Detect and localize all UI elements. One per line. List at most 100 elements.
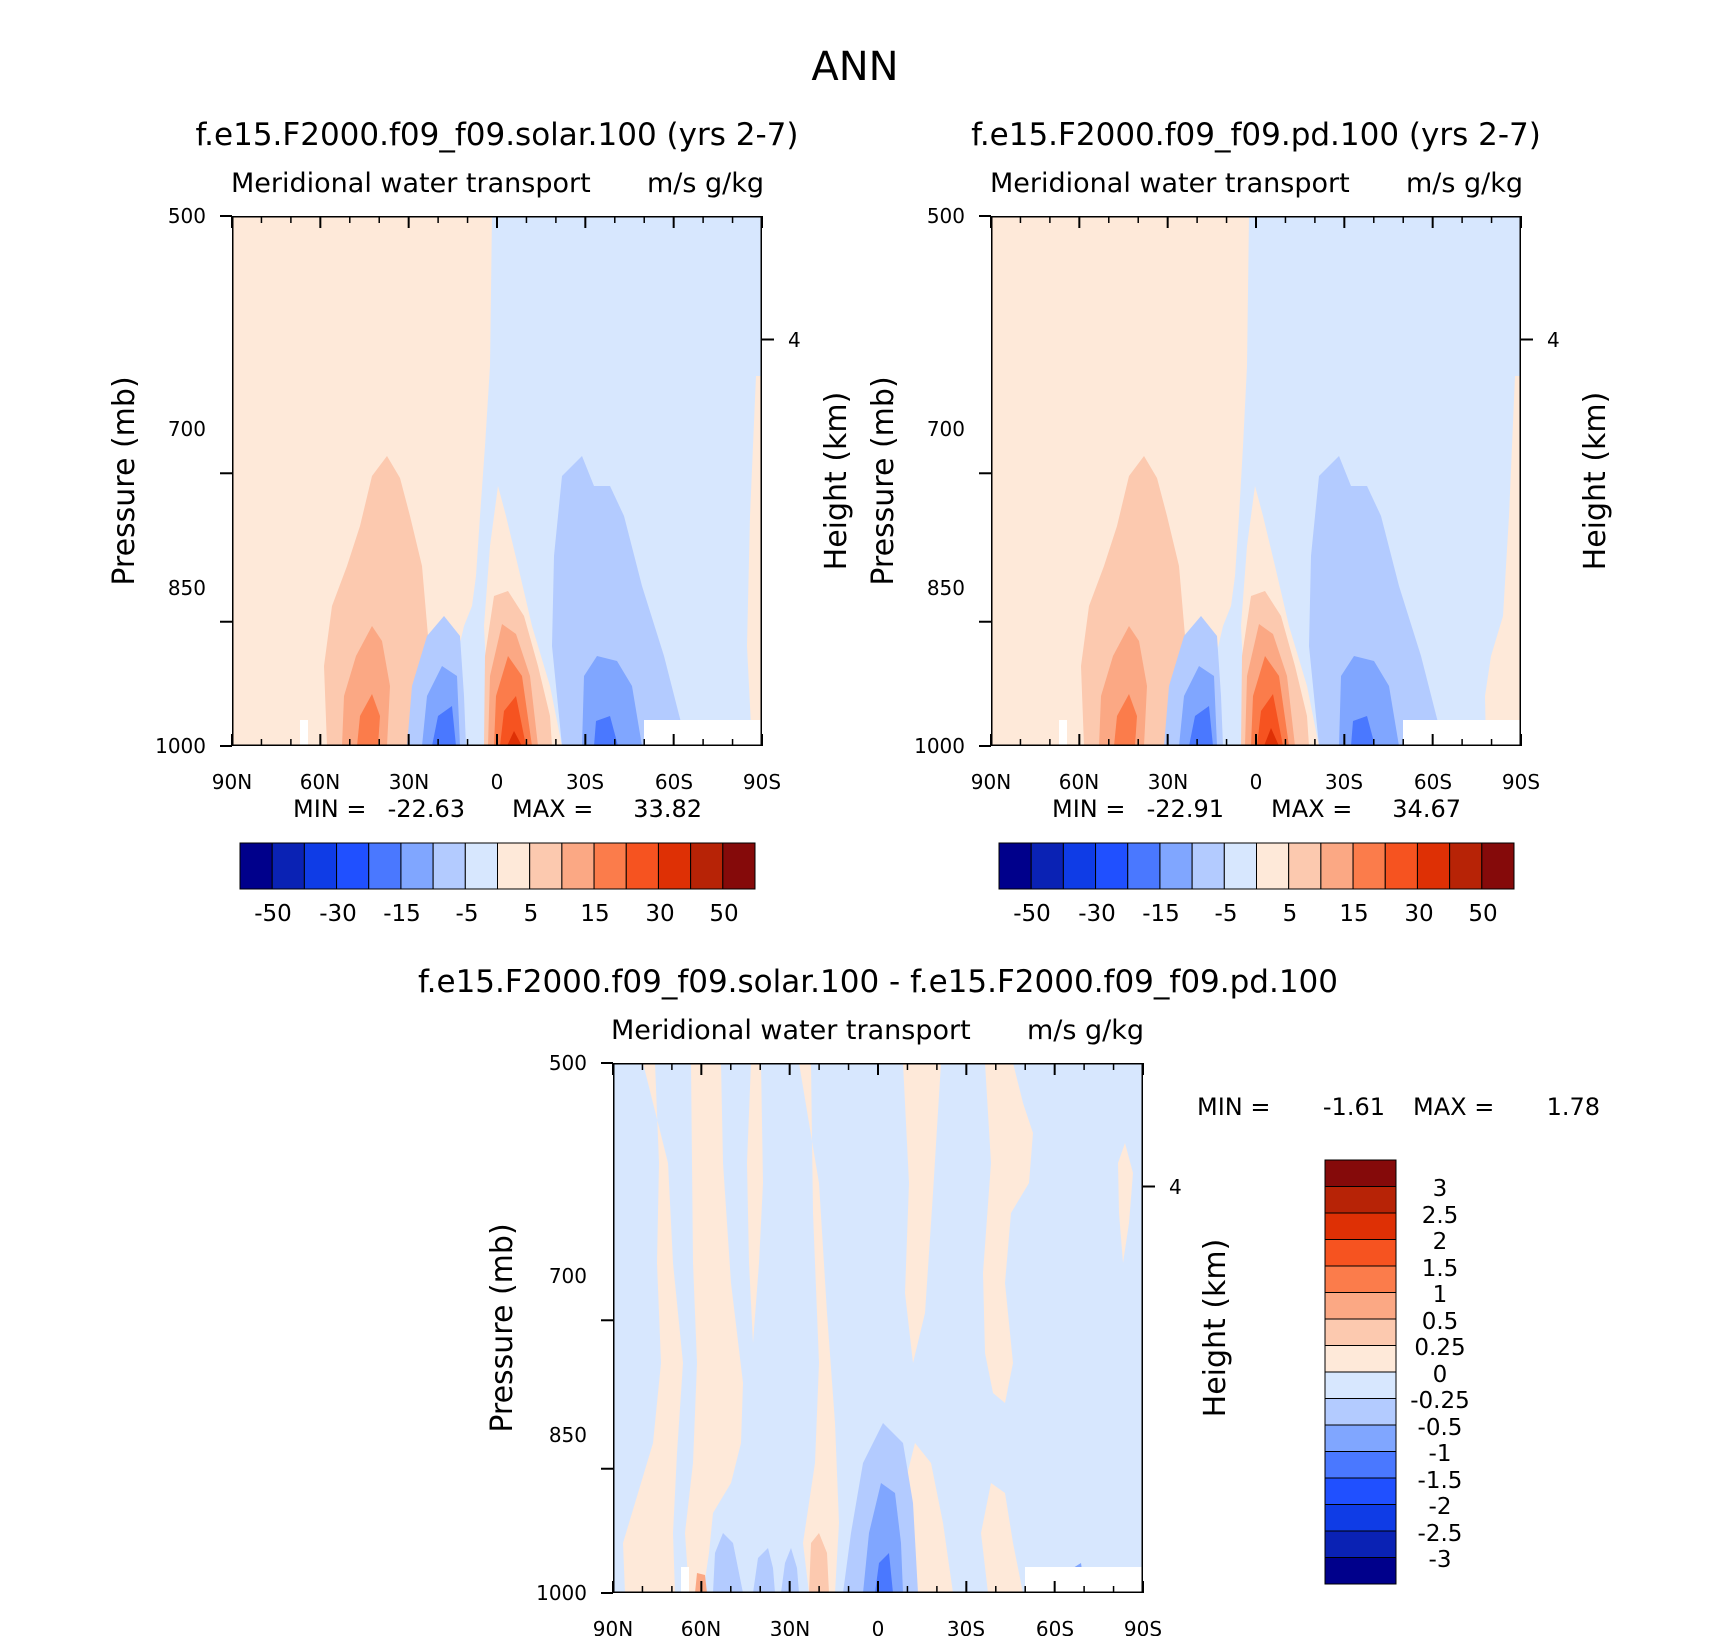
x-tick-label: 90N: [593, 1617, 633, 1636]
y-tick-label: 850: [549, 1423, 587, 1447]
x-tick-label: 60N: [1059, 770, 1099, 794]
min-label: MIN =: [1052, 795, 1125, 823]
x-tick-label: 60S: [1036, 1617, 1074, 1636]
colorbar-box: [625, 842, 659, 890]
colorbar-box: [239, 842, 273, 890]
colorbar-box: [1062, 842, 1097, 890]
colorbar-box: [1324, 1424, 1397, 1452]
x-tick-label: 0: [1250, 770, 1263, 794]
colorbar-label: 30: [645, 901, 674, 927]
colorbar-box: [368, 842, 402, 890]
colorbar: -50 -30 -15 -5 5 15 30 50: [239, 842, 756, 927]
panel-right-title: m/s g/kg: [1406, 168, 1523, 199]
colorbar-box: [1324, 1477, 1397, 1505]
colorbar-box: [1159, 842, 1193, 890]
contour-fill: [863, 1483, 903, 1593]
colorbar-box: [1223, 842, 1257, 890]
contour-fill: [1118, 1143, 1133, 1263]
plot-area: [232, 216, 762, 746]
colorbar-box: [464, 842, 498, 890]
colorbar-label: 15: [1339, 901, 1368, 927]
colorbar-label: 3: [1433, 1176, 1448, 1202]
missing-data: [1059, 720, 1067, 746]
contour-fill: [232, 216, 492, 746]
contour-fill: [1114, 694, 1137, 746]
x-ticks: 90N 60N 30N 0 30S 60S 90S: [593, 1617, 1162, 1636]
x-tick-label: 30N: [770, 1617, 810, 1636]
y-tick-label: 500: [168, 204, 206, 228]
colorbar-label: 0: [1433, 1362, 1448, 1388]
contour-fill: [809, 1533, 829, 1593]
y-tick-label: 700: [168, 417, 206, 441]
colorbar-box: [593, 842, 627, 890]
colorbar-label: -50: [254, 901, 292, 927]
x-tick-label: 60N: [300, 770, 340, 794]
colorbar-box: [1324, 1504, 1397, 1532]
y-tick-label: 700: [549, 1264, 587, 1288]
contour-fill: [747, 376, 762, 746]
min-label: MIN =: [293, 795, 366, 823]
contour-fill: [623, 1063, 683, 1593]
x-tick-label: 60N: [681, 1617, 721, 1636]
colorbar-box: [1352, 842, 1386, 890]
stats-line: MIN = -22.63 MAX = 33.82: [293, 795, 702, 823]
colorbar-label: 30: [1404, 901, 1433, 927]
x-tick-label: 0: [491, 770, 504, 794]
colorbar-label: 2: [1433, 1229, 1448, 1255]
y-tick-label: 850: [168, 576, 206, 600]
colorbar-box: [690, 842, 724, 890]
contour-fill: [594, 716, 618, 746]
x-tick-label: 90N: [212, 770, 252, 794]
min-value: -22.91: [1147, 795, 1224, 823]
colorbar-box: [998, 842, 1032, 890]
contour-fill: [837, 1063, 1033, 1403]
colorbar-box: [1324, 1557, 1397, 1585]
stats-line: MIN = -1.61 MAX = 1.78: [1197, 1093, 1600, 1121]
colorbar-label: -1: [1429, 1441, 1452, 1467]
contour-fill: [1257, 694, 1283, 746]
colorbar-box: [1416, 842, 1451, 890]
plot-area: [613, 1063, 1143, 1593]
colorbar-box: [1324, 1345, 1397, 1373]
max-value: 1.78: [1547, 1093, 1600, 1121]
colorbar-box: [497, 842, 531, 890]
panel-left-title: Meridional water transport: [231, 168, 591, 199]
colorbar-box: [1481, 842, 1515, 890]
panel-subtitle: f.e15.F2000.f09_f09.solar.100 (yrs 2-7): [196, 117, 799, 153]
colorbar-label: 1.5: [1422, 1256, 1459, 1282]
panel-left-title: Meridional water transport: [611, 1015, 971, 1046]
colorbar-box: [722, 842, 756, 890]
y-ticks: 500 700 850 1000: [914, 204, 965, 758]
colorbar-label: 1: [1433, 1282, 1448, 1308]
colorbar-label: 2.5: [1422, 1203, 1459, 1229]
colorbar-box: [1324, 1530, 1397, 1558]
panel-difference: f.e15.F2000.f09_f09.solar.100 - f.e15.F2…: [418, 964, 1600, 1636]
colorbar-box: [1324, 1159, 1397, 1187]
x-tick-label: 30S: [1325, 770, 1363, 794]
colorbar-box: [657, 842, 692, 890]
colorbar-label: -0.25: [1410, 1388, 1470, 1414]
x-tick-label: 90S: [1124, 1617, 1162, 1636]
colorbar-label: -2.5: [1418, 1521, 1463, 1547]
colorbar-box: [1288, 842, 1322, 890]
panel-subtitle: f.e15.F2000.f09_f09.pd.100 (yrs 2-7): [971, 117, 1541, 153]
y-tick-label: 500: [549, 1051, 587, 1075]
colorbar-box: [1324, 1292, 1397, 1320]
contour-fill: [799, 1063, 839, 1593]
x-tick-label: 30S: [947, 1617, 985, 1636]
colorbar-label: -0.5: [1418, 1415, 1463, 1441]
y-axis-label: Pressure (mb): [107, 376, 142, 585]
colorbar-label: -5: [456, 901, 479, 927]
x-tick-label: 30N: [389, 770, 429, 794]
colorbar-label: -30: [319, 901, 357, 927]
colorbar: -50 -30 -15 -5 5 15 30 50: [998, 842, 1515, 927]
colorbar-label: 0.25: [1414, 1335, 1465, 1361]
panel-right-title: m/s g/kg: [1027, 1015, 1144, 1046]
x-ticks: 90N 60N 30N 0 30S 60S 90S: [971, 770, 1540, 794]
colorbar-box: [400, 842, 434, 890]
panel-solar: f.e15.F2000.f09_f09.solar.100 (yrs 2-7) …: [107, 117, 854, 927]
y-tick-label: 850: [927, 576, 965, 600]
x-tick-label: 90S: [743, 770, 781, 794]
x-tick-label: 90N: [971, 770, 1011, 794]
colorbar-box: [1320, 842, 1354, 890]
